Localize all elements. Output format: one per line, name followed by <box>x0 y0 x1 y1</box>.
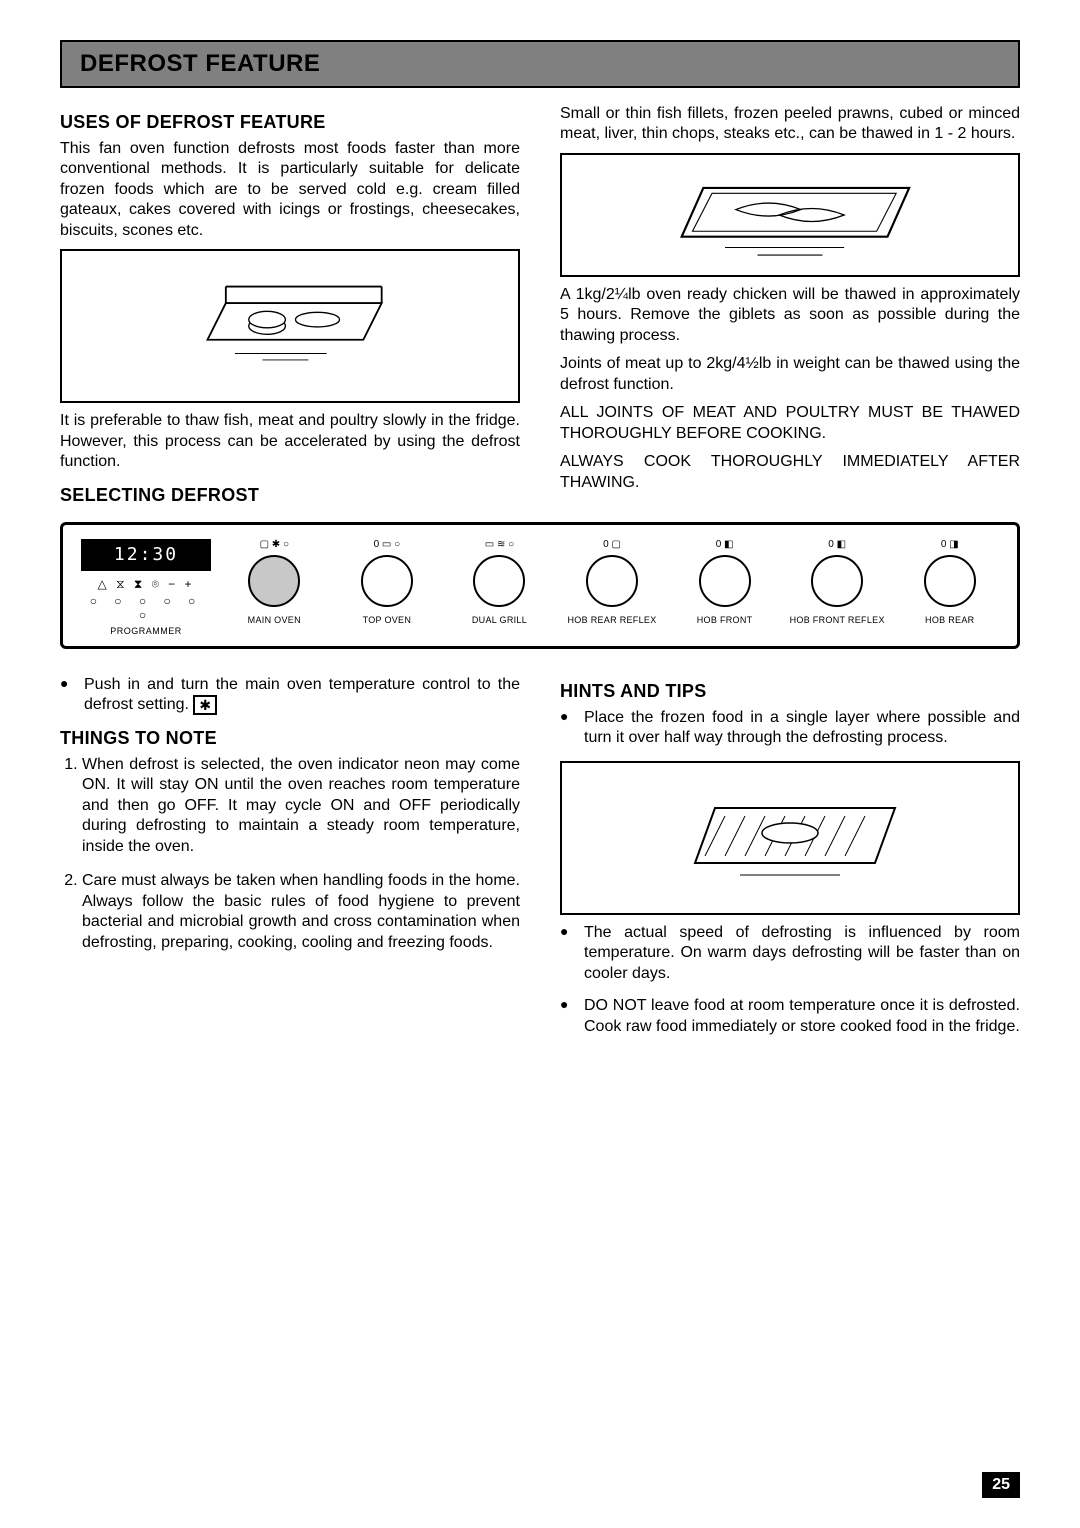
hints-heading: HINTS AND TIPS <box>560 681 1020 702</box>
joints-text: Joints of meat up to 2kg/4½lb in weight … <box>560 354 1020 395</box>
hint-3: DO NOT leave food at room temperature on… <box>560 996 1020 1037</box>
things-heading: THINGS TO NOTE <box>60 728 520 749</box>
hob-front-knob-icon <box>699 555 751 607</box>
knob-hob-rear: 0 ◨ HOB REAR <box>900 539 999 625</box>
top-oven-knob-icon <box>361 555 413 607</box>
control-panel-row: 12:30 △ ⧖ ⧗ ⌾ − + ○ ○ ○ ○ ○ ○ PROGRAMMER… <box>60 522 1020 649</box>
programmer-dots: ○ ○ ○ ○ ○ ○ <box>81 594 211 622</box>
illustration-oven-shelf <box>60 249 520 403</box>
lower-columns: Push in and turn the main oven temperatu… <box>60 669 1020 1049</box>
right-column-upper: Small or thin fish fillets, frozen peele… <box>560 100 1020 512</box>
note-1: When defrost is selected, the oven indic… <box>82 755 520 857</box>
caps2: ALWAYS COOK THOROUGHLY IMMEDIATELY AFTER… <box>560 452 1020 493</box>
hob-rear-knob-icon <box>924 555 976 607</box>
knob-top-oven: 0 ▭ ○ TOP OVEN <box>338 539 437 625</box>
programmer-label: PROGRAMMER <box>81 626 211 636</box>
left-column-upper: USES OF DEFROST FEATURE This fan oven fu… <box>60 100 520 512</box>
knob-dual-grill: ▭ ≋ ○ DUAL GRILL <box>450 539 549 625</box>
illustration-single-layer <box>560 761 1020 915</box>
programmer-block: 12:30 △ ⧖ ⧗ ⌾ − + ○ ○ ○ ○ ○ ○ PROGRAMMER <box>81 539 211 636</box>
note-2: Care must always be taken when handling … <box>82 871 520 953</box>
hints-list: Place the frozen food in a single layer … <box>560 708 1020 749</box>
caps1: ALL JOINTS OF MEAT AND POULTRY MUST BE T… <box>560 403 1020 444</box>
lcd-time: 12:30 <box>114 544 178 565</box>
upper-columns: USES OF DEFROST FEATURE This fan oven fu… <box>60 100 1020 512</box>
hob-rear-reflex-knob-icon <box>586 555 638 607</box>
uses-heading: USES OF DEFROST FEATURE <box>60 112 520 133</box>
main-oven-knob-icon <box>248 555 300 607</box>
programmer-icons: △ ⧖ ⧗ ⌾ − + <box>81 577 211 592</box>
hints-list-2: The actual speed of defrosting is influe… <box>560 923 1020 1037</box>
lcd-display: 12:30 <box>81 539 211 571</box>
knob-hob-front-reflex: 0 ◧ HOB FRONT REFLEX <box>788 539 887 625</box>
manual-page: DEFROST FEATURE USES OF DEFROST FEATURE … <box>0 0 1080 1528</box>
push-instruction: Push in and turn the main oven temperatu… <box>60 675 520 716</box>
page-number: 25 <box>982 1472 1020 1498</box>
illustration-fish-tray <box>560 153 1020 277</box>
hint-1: Place the frozen food in a single layer … <box>560 708 1020 749</box>
right-column-lower: HINTS AND TIPS Place the frozen food in … <box>560 669 1020 1049</box>
control-panel: 12:30 △ ⧖ ⧗ ⌾ − + ○ ○ ○ ○ ○ ○ PROGRAMMER… <box>60 522 1020 649</box>
uses-text: This fan oven function defrosts most foo… <box>60 139 520 241</box>
left-column-lower: Push in and turn the main oven temperatu… <box>60 669 520 1049</box>
knob-main-oven: ▢ ✱ ○ MAIN OVEN <box>225 539 324 625</box>
chicken-text: A 1kg/2¼lb oven ready chicken will be th… <box>560 285 1020 346</box>
small-fish-text: Small or thin fish fillets, frozen peele… <box>560 104 1020 145</box>
dual-grill-knob-icon <box>473 555 525 607</box>
single-layer-tray-icon <box>670 773 910 903</box>
defrost-setting-icon: ✱ <box>193 695 217 715</box>
section-title: DEFROST FEATURE <box>80 50 1000 78</box>
knob-hob-rear-reflex: 0 ▢ HOB REAR REFLEX <box>563 539 662 625</box>
hint-2: The actual speed of defrosting is influe… <box>560 923 1020 984</box>
push-instruction-list: Push in and turn the main oven temperatu… <box>60 675 520 716</box>
shelf-drawing-icon <box>180 261 400 391</box>
section-title-bar: DEFROST FEATURE <box>60 40 1020 88</box>
knob-hob-front: 0 ◧ HOB FRONT <box>675 539 774 625</box>
fish-tray-icon <box>660 165 920 265</box>
things-list: When defrost is selected, the oven indic… <box>60 755 520 953</box>
uses-after-illus: It is preferable to thaw fish, meat and … <box>60 411 520 472</box>
selecting-heading: SELECTING DEFROST <box>60 485 520 506</box>
hob-front-reflex-knob-icon <box>811 555 863 607</box>
